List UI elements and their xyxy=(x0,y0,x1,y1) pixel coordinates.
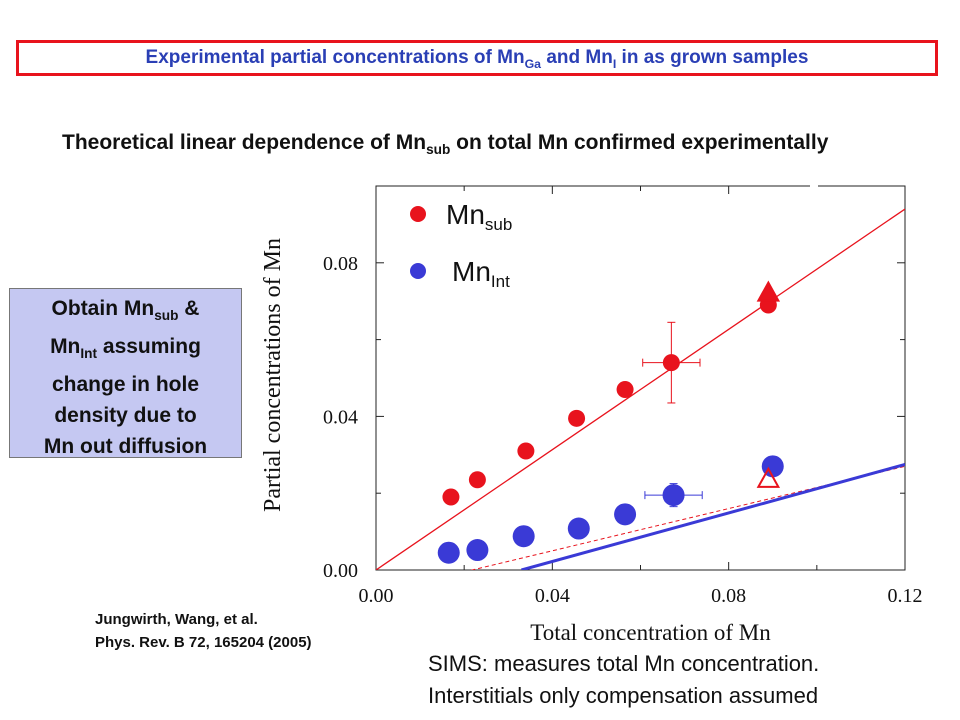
data-point-sub xyxy=(662,354,680,372)
note-line-2-post: assuming xyxy=(97,335,201,359)
fit-lines xyxy=(376,208,905,570)
legend-marker xyxy=(410,206,426,222)
note-line-5: Mn out diffusion xyxy=(43,435,208,459)
note-line-1: Obtain Mnsub & xyxy=(10,293,241,331)
triangle-marker-filled xyxy=(756,280,781,302)
sims-note: SIMS: measures total Mn concentration. I… xyxy=(428,648,819,712)
data-point-sub xyxy=(442,488,460,506)
note-line-2-sub: Int xyxy=(80,346,98,362)
title-text-c: in as grown samples xyxy=(616,47,809,68)
data-point-sub xyxy=(517,442,535,460)
triangle-marker-open xyxy=(756,466,781,488)
data-point-int xyxy=(567,517,590,540)
fit-line xyxy=(521,462,905,570)
sims-line-2: Interstitials only compensation assumed xyxy=(428,683,819,708)
data-point-sub xyxy=(568,409,586,427)
y-axis-label: Partial concentrations of Mn xyxy=(260,238,286,512)
page-title-box: Experimental partial concentrations of M… xyxy=(16,40,938,76)
note-line-2-text: Mn xyxy=(50,335,81,359)
reference-authors: Jungwirth, Wang, et al. xyxy=(95,611,258,628)
note-line-1-post: & xyxy=(178,297,200,320)
reference-journal: Phys. Rev. B 72, 165204 (2005) xyxy=(95,634,312,651)
y-tick-label: 0.08 xyxy=(323,253,358,275)
x-tick-label: 0.00 xyxy=(359,585,394,607)
data-point-int xyxy=(437,541,460,564)
reference: Jungwirth, Wang, et al. Phys. Rev. B 72,… xyxy=(95,608,312,654)
legend-label: MnInt xyxy=(452,256,510,291)
title-sub-ga: Ga xyxy=(524,56,542,71)
subtitle-text-b: on total Mn confirmed experimentally xyxy=(450,131,829,154)
subtitle-text-a: Theoretical linear dependence of Mn xyxy=(62,131,427,154)
y-tick-label: 0.00 xyxy=(323,560,358,582)
plot-frame xyxy=(375,185,906,571)
legend-label: Mnsub xyxy=(446,199,512,234)
frame-gap xyxy=(810,180,818,192)
data-point-int xyxy=(512,525,535,548)
data-point-sub xyxy=(468,471,486,489)
note-line-1-sub: sub xyxy=(154,308,179,324)
data-point-int xyxy=(466,539,489,562)
data-point-int xyxy=(614,503,637,526)
data-point-sub xyxy=(616,381,634,399)
subtitle-sub: sub xyxy=(426,142,451,158)
legend-marker xyxy=(410,263,426,279)
data-point-int xyxy=(662,484,685,507)
x-tick-label: 0.08 xyxy=(711,585,746,607)
sims-line-1: SIMS: measures total Mn concentration. xyxy=(428,651,820,676)
title-text-b: and Mn xyxy=(541,47,613,68)
subtitle: Theoretical linear dependence of Mnsub o… xyxy=(62,128,882,165)
x-tick-label: 0.12 xyxy=(888,585,923,607)
title-sub-i: I xyxy=(612,56,617,71)
y-tick-label: 0.04 xyxy=(323,406,358,428)
title-text-a: Experimental partial concentrations of M… xyxy=(145,47,525,68)
method-note-box: Obtain Mnsub & MnInt assuming change in … xyxy=(9,288,242,458)
note-line-4: density due to xyxy=(54,404,197,428)
x-tick-label: 0.04 xyxy=(535,585,570,607)
note-line-1-text: Obtain Mn xyxy=(51,297,155,320)
note-line-2: MnInt assuming xyxy=(10,331,241,369)
x-axis-label: Total concentration of Mn xyxy=(530,620,771,645)
fit-line xyxy=(376,208,905,570)
note-line-3: change in hole xyxy=(51,373,200,397)
